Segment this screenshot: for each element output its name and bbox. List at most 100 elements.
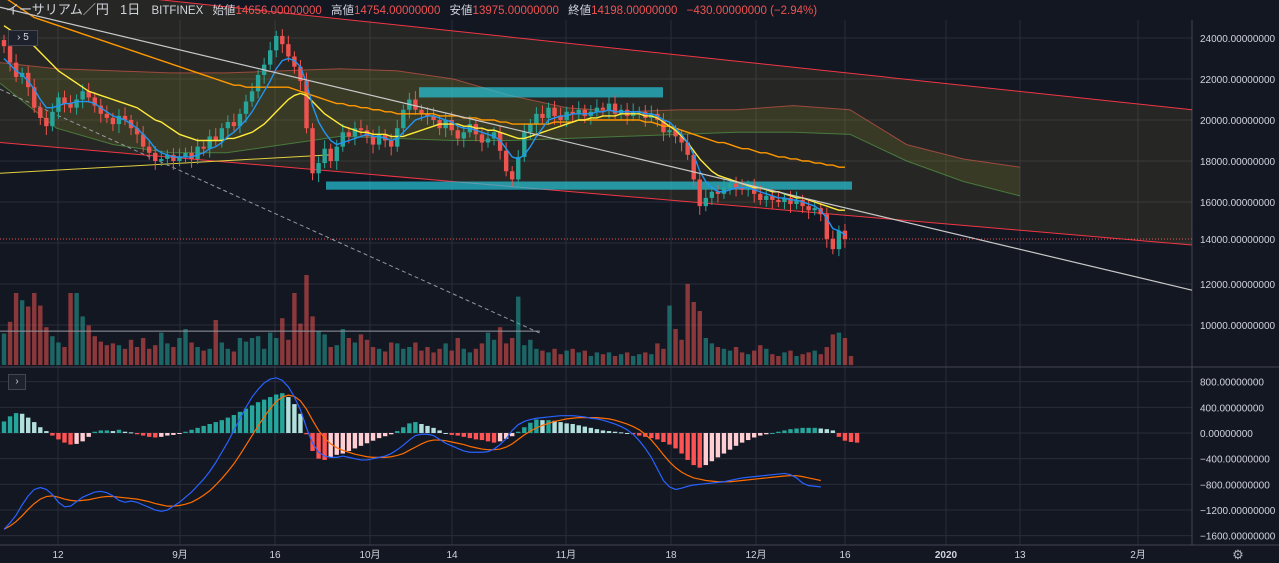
volume-bar xyxy=(316,330,321,365)
candle xyxy=(292,56,297,67)
volume-bar xyxy=(407,347,412,365)
time-axis-label: 12月 xyxy=(745,549,766,561)
macd-histogram-bar xyxy=(92,431,97,433)
close-value: 14198.00000000 xyxy=(591,5,678,17)
long-trendline[interactable] xyxy=(0,6,1193,291)
candle xyxy=(255,74,261,92)
time-axis-label: 13 xyxy=(1014,550,1026,561)
macd-histogram-bar xyxy=(165,433,170,436)
symbol-name[interactable]: イーサリアム／円 xyxy=(6,2,109,17)
volume-bar xyxy=(340,329,345,365)
macd-axis[interactable]: 800.00000000 400.00000000 0.00000000 −400.0… xyxy=(1200,378,1276,543)
macd-pane[interactable] xyxy=(1,377,860,530)
volume-bar xyxy=(401,348,406,365)
support-trendline[interactable] xyxy=(0,154,331,174)
volume-bar xyxy=(649,354,654,365)
candle xyxy=(243,101,249,114)
resistance-zone[interactable] xyxy=(419,87,663,98)
macd-histogram-bar xyxy=(455,433,460,436)
candle xyxy=(352,128,358,137)
macd-histogram-bar xyxy=(709,433,715,462)
candle xyxy=(624,109,630,116)
candle xyxy=(836,230,842,250)
macd-histogram-bar xyxy=(715,433,721,458)
volume-bar xyxy=(497,327,503,365)
macd-histogram-bar xyxy=(812,427,817,433)
macd-histogram-bar xyxy=(806,427,811,433)
macd-histogram-bar xyxy=(286,397,291,433)
macd-histogram-bar xyxy=(219,420,224,433)
macd-histogram-bar xyxy=(50,433,55,436)
macd-histogram-bar xyxy=(340,433,345,454)
candle xyxy=(431,115,436,120)
price-pane[interactable] xyxy=(0,0,1193,334)
settings-button[interactable]: ⚙ xyxy=(1230,548,1246,562)
candle xyxy=(68,103,73,108)
volume-bar xyxy=(655,343,660,365)
moving-average-mid[interactable] xyxy=(3,25,845,211)
time-axis[interactable]: 12 9月 16 10月 14 11月 18 12月 16 2020 13 2月 xyxy=(52,549,1145,561)
candle xyxy=(92,97,97,106)
chevron-right-icon: › xyxy=(15,376,19,387)
dashed-trendline[interactable] xyxy=(0,88,541,334)
volume-bar xyxy=(243,341,249,365)
macd-axis-label: 0.00000000 xyxy=(1200,429,1253,440)
volume-bar xyxy=(522,345,527,365)
time-axis-label: 14 xyxy=(446,550,458,561)
channel-upper-line[interactable] xyxy=(0,0,1193,111)
candle xyxy=(782,197,787,202)
channel-lower-line[interactable] xyxy=(0,142,1193,246)
candle xyxy=(147,146,152,153)
interval-label[interactable]: 1日 xyxy=(120,2,141,17)
volume-bar xyxy=(62,347,67,365)
macd-histogram-bar xyxy=(243,408,249,433)
volume-bar xyxy=(26,306,31,365)
macd-axis-label: −1200.00000000 xyxy=(1200,506,1276,517)
moving-average-long[interactable] xyxy=(4,0,845,168)
price-axis-label: 20000.00000000 xyxy=(1200,116,1276,127)
candle xyxy=(44,117,49,127)
moving-average-short[interactable] xyxy=(3,57,846,236)
price-axis-label: 24000.00000000 xyxy=(1200,34,1276,45)
macd-histogram-bar xyxy=(510,433,515,437)
macd-histogram-bar xyxy=(467,433,473,439)
price-axis-label: 10000.00000000 xyxy=(1200,321,1276,332)
candle xyxy=(80,91,85,100)
macd-histogram-bar xyxy=(516,431,521,433)
candle xyxy=(824,214,829,239)
indicators-toggle-button[interactable]: › 5 xyxy=(8,30,38,46)
macd-histogram-bar xyxy=(98,430,103,433)
low-value: 13975.00000000 xyxy=(472,5,559,17)
macd-histogram-bar xyxy=(503,433,509,439)
candle xyxy=(794,199,799,205)
candle xyxy=(643,111,648,118)
volume-bar xyxy=(546,352,551,365)
volume-bar xyxy=(298,323,303,365)
candle xyxy=(655,113,660,120)
macd-histogram-bar xyxy=(304,433,309,435)
volume-bar xyxy=(667,305,672,365)
macd-histogram-bar xyxy=(661,433,666,442)
price-axis[interactable]: 24000.00000000 22000.00000000 20000.000000… xyxy=(1193,34,1279,332)
macd-histogram-bar xyxy=(68,433,73,445)
macd-histogram-bar xyxy=(316,433,321,459)
volume-bar xyxy=(153,345,158,365)
volume-bar xyxy=(80,316,85,365)
macd-signal-line[interactable] xyxy=(3,394,821,530)
candle xyxy=(764,195,769,200)
volume-bar xyxy=(643,352,648,365)
volume-bar xyxy=(794,356,799,365)
volume-bar xyxy=(631,356,636,365)
candle xyxy=(800,199,805,207)
macd-line[interactable] xyxy=(3,377,821,530)
volume-bar xyxy=(50,336,55,365)
candle xyxy=(727,183,733,188)
support-zone[interactable] xyxy=(326,181,852,190)
volume-bar xyxy=(268,332,273,365)
volume-bar xyxy=(473,348,479,365)
volume-bar xyxy=(745,354,751,365)
macd-expand-button[interactable]: › xyxy=(8,374,26,390)
volume-bar xyxy=(376,348,382,365)
macd-histogram-bar xyxy=(134,433,140,435)
